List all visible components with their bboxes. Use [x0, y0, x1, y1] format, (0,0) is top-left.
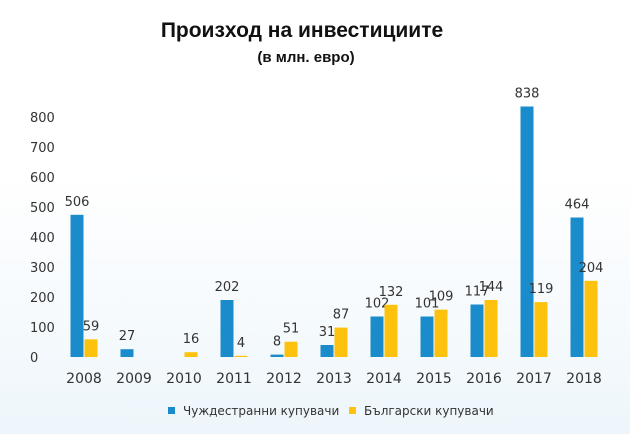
y-tick-label: 300: [30, 261, 55, 276]
bar: [234, 355, 248, 357]
data-label: 132: [379, 285, 404, 300]
x-tick-label: 2014: [366, 371, 402, 387]
bar: [570, 217, 584, 357]
x-tick-label: 2015: [416, 371, 452, 387]
data-label: 8: [273, 335, 281, 350]
data-label: 464: [565, 198, 590, 213]
data-label: 59: [83, 319, 100, 334]
legend-label: Чуждестранни купувачи: [183, 404, 339, 418]
x-tick-label: 2010: [166, 371, 202, 387]
data-label: 101: [415, 297, 440, 312]
bar: [284, 341, 298, 357]
data-label: 16: [183, 332, 200, 347]
x-tick-label: 2009: [116, 371, 152, 387]
data-label: 838: [515, 87, 540, 102]
x-tick-label: 2011: [216, 371, 252, 387]
data-label: 27: [119, 329, 136, 344]
x-tick-label: 2018: [566, 371, 602, 387]
legend-label: Български купувачи: [364, 404, 494, 418]
bar: [320, 345, 334, 357]
bar: [370, 316, 384, 357]
x-tick-label: 2008: [66, 371, 102, 387]
x-tick-label: 2013: [316, 371, 352, 387]
bar: [120, 349, 134, 357]
y-tick-label: 100: [30, 321, 55, 336]
data-label: 202: [215, 280, 240, 295]
bar: [184, 352, 198, 357]
bar: [420, 316, 434, 357]
data-label: 51: [283, 322, 300, 337]
y-tick-label: 500: [30, 201, 55, 216]
y-tick-label: 400: [30, 231, 55, 246]
data-label: 109: [429, 290, 454, 305]
data-label: 506: [65, 195, 90, 210]
x-tick-label: 2016: [466, 371, 502, 387]
y-tick-label: 0: [30, 351, 38, 366]
legend: Чуждестранни купувачи Български купувачи: [168, 404, 494, 418]
data-label: 119: [529, 282, 554, 297]
chart-title: Произход на инвестициите: [161, 19, 443, 42]
bar: [520, 106, 534, 357]
x-tick-label: 2017: [516, 371, 552, 387]
bar: [220, 300, 234, 357]
data-label: 87: [333, 308, 350, 323]
y-tick-label: 700: [30, 141, 55, 156]
chart-subtitle: (в млн. евро): [257, 49, 354, 66]
bar: [270, 354, 284, 357]
y-axis: 0 100 200 300 400 500 600 700 800: [30, 111, 55, 366]
bar: [384, 304, 398, 357]
legend-swatch: [168, 407, 175, 414]
y-tick-label: 800: [30, 111, 55, 126]
data-label: 117: [465, 285, 490, 300]
data-label: 204: [579, 261, 604, 276]
x-tick-label: 2012: [266, 371, 302, 387]
bar: [584, 280, 598, 357]
bar: [534, 302, 548, 357]
bar: [434, 309, 448, 357]
bar: [334, 327, 348, 357]
data-label: 31: [319, 325, 336, 340]
bar: [84, 339, 98, 357]
bar: [470, 304, 484, 357]
legend-swatch: [349, 407, 356, 414]
bar: [70, 214, 84, 357]
data-label: 4: [237, 336, 245, 351]
x-axis: 2008 2009 2010 2011 2012 2013 2014 2015 2016 2017…: [66, 371, 602, 387]
data-label: 102: [365, 297, 390, 312]
y-tick-label: 600: [30, 171, 55, 186]
data-label: 144: [479, 280, 504, 295]
bar: [484, 300, 498, 357]
y-tick-label: 200: [30, 291, 55, 306]
